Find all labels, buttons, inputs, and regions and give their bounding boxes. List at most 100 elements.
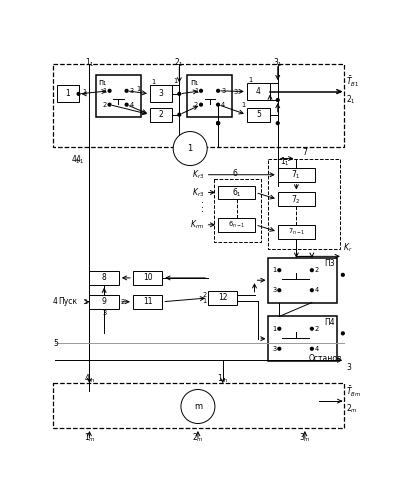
- Circle shape: [278, 269, 281, 272]
- Circle shape: [178, 114, 181, 116]
- Text: $1_m$: $1_m$: [217, 372, 229, 385]
- Text: 2: 2: [202, 292, 206, 298]
- Text: $K_{r3}$: $K_{r3}$: [192, 168, 204, 181]
- Bar: [133, 295, 162, 308]
- Text: 11: 11: [143, 298, 152, 306]
- Circle shape: [342, 332, 344, 334]
- Text: 1: 1: [202, 298, 206, 304]
- Text: $7_1$: $7_1$: [292, 168, 301, 181]
- Circle shape: [108, 104, 111, 106]
- Text: $\bar{T}_{B1}$: $\bar{T}_{B1}$: [346, 75, 359, 90]
- Circle shape: [77, 92, 80, 96]
- Circle shape: [200, 104, 202, 106]
- Text: п₁: п₁: [190, 78, 198, 86]
- Text: 1: 1: [151, 80, 156, 86]
- Bar: [208, 291, 237, 305]
- Bar: [57, 86, 79, 102]
- Text: 1: 1: [248, 77, 252, 83]
- Text: 1: 1: [173, 78, 178, 84]
- Text: 5: 5: [256, 110, 261, 119]
- Text: П3: П3: [325, 260, 335, 268]
- Bar: [150, 108, 172, 122]
- Bar: [247, 83, 270, 100]
- Text: $1_1$: $1_1$: [280, 156, 290, 168]
- Circle shape: [310, 289, 313, 292]
- Text: 8: 8: [102, 274, 107, 282]
- Text: 4: 4: [221, 102, 226, 107]
- Circle shape: [278, 328, 281, 330]
- Circle shape: [108, 90, 111, 92]
- Text: 4: 4: [315, 346, 319, 352]
- Text: п₁: п₁: [99, 78, 107, 86]
- Text: $3_1$: $3_1$: [273, 56, 283, 68]
- Text: $2_m$: $2_m$: [192, 432, 204, 444]
- Text: 2: 2: [315, 326, 319, 332]
- Text: 1: 1: [102, 88, 107, 94]
- Text: 4: 4: [130, 102, 134, 107]
- Bar: [53, 64, 343, 147]
- Text: $2_1$: $2_1$: [174, 56, 184, 68]
- Bar: [90, 295, 119, 308]
- Text: 1: 1: [187, 144, 193, 153]
- Text: П4: П4: [325, 318, 335, 327]
- Bar: [187, 76, 232, 117]
- Text: 1: 1: [83, 88, 87, 94]
- Text: $K_{r3}$: $K_{r3}$: [192, 186, 204, 198]
- Text: $1_m$: $1_m$: [84, 432, 95, 444]
- Text: 3: 3: [233, 88, 238, 94]
- Text: 7: 7: [303, 148, 307, 157]
- Text: 1: 1: [136, 86, 140, 91]
- Text: .: .: [201, 200, 204, 210]
- Circle shape: [278, 289, 281, 292]
- Circle shape: [217, 122, 219, 124]
- Text: $K_r$: $K_r$: [343, 242, 353, 254]
- Bar: [218, 186, 255, 200]
- Text: $K_{rm}$: $K_{rm}$: [190, 218, 204, 231]
- Circle shape: [278, 348, 281, 350]
- Circle shape: [125, 90, 128, 92]
- Text: m: m: [194, 402, 202, 411]
- Text: 2: 2: [102, 102, 107, 107]
- Bar: [150, 86, 172, 102]
- Text: $4_m$: $4_m$: [84, 372, 95, 385]
- Text: 4: 4: [256, 87, 261, 96]
- Circle shape: [276, 98, 279, 102]
- Text: $7_2$: $7_2$: [292, 193, 301, 205]
- Bar: [278, 168, 315, 181]
- Text: 1: 1: [241, 102, 245, 107]
- Text: 4: 4: [315, 287, 319, 293]
- Text: $2_m$: $2_m$: [346, 402, 358, 415]
- Circle shape: [200, 90, 202, 92]
- Circle shape: [178, 92, 181, 96]
- Circle shape: [217, 122, 219, 124]
- Text: 3: 3: [272, 346, 276, 352]
- Bar: [278, 192, 315, 206]
- Bar: [268, 158, 340, 250]
- Text: 6: 6: [233, 169, 237, 178]
- Text: $1_1$: $1_1$: [84, 56, 94, 68]
- Text: 9: 9: [102, 298, 107, 306]
- Text: 2: 2: [120, 299, 125, 305]
- Text: $6_1$: $6_1$: [232, 186, 242, 198]
- Bar: [90, 271, 119, 285]
- Text: Пуск: Пуск: [59, 298, 77, 306]
- Circle shape: [217, 122, 219, 124]
- Text: 4: 4: [53, 298, 58, 306]
- Text: 3: 3: [221, 88, 225, 94]
- Text: 2: 2: [194, 102, 198, 107]
- Text: $4_1$: $4_1$: [71, 154, 81, 166]
- Bar: [268, 258, 337, 302]
- Bar: [268, 316, 337, 361]
- Text: 1: 1: [65, 90, 70, 98]
- Text: $\bar{T}_{Bm}$: $\bar{T}_{Bm}$: [346, 384, 361, 399]
- Text: 10: 10: [143, 274, 152, 282]
- Text: 2: 2: [315, 267, 319, 273]
- Text: .: .: [201, 195, 204, 205]
- Text: $6_{n-1}$: $6_{n-1}$: [228, 220, 245, 230]
- Bar: [247, 108, 270, 122]
- Text: 3: 3: [158, 90, 163, 98]
- Circle shape: [310, 328, 313, 330]
- Text: 3: 3: [346, 364, 351, 372]
- Bar: [218, 218, 255, 232]
- Text: .: .: [201, 204, 204, 214]
